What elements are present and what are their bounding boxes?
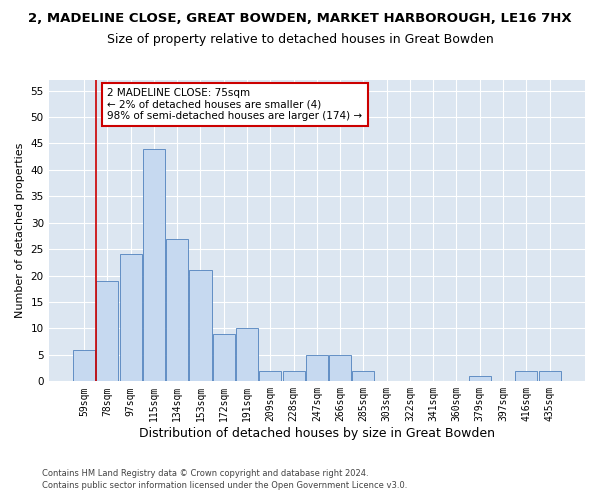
- Bar: [515, 371, 538, 382]
- Y-axis label: Number of detached properties: Number of detached properties: [15, 143, 25, 318]
- Bar: [469, 376, 491, 382]
- Bar: [539, 371, 560, 382]
- X-axis label: Distribution of detached houses by size in Great Bowden: Distribution of detached houses by size …: [139, 427, 495, 440]
- Bar: [236, 328, 258, 382]
- Text: Size of property relative to detached houses in Great Bowden: Size of property relative to detached ho…: [107, 32, 493, 46]
- Bar: [306, 355, 328, 382]
- Bar: [352, 371, 374, 382]
- Text: 2 MADELINE CLOSE: 75sqm
← 2% of detached houses are smaller (4)
98% of semi-deta: 2 MADELINE CLOSE: 75sqm ← 2% of detached…: [107, 88, 362, 121]
- Text: 2, MADELINE CLOSE, GREAT BOWDEN, MARKET HARBOROUGH, LE16 7HX: 2, MADELINE CLOSE, GREAT BOWDEN, MARKET …: [28, 12, 572, 26]
- Bar: [212, 334, 235, 382]
- Bar: [190, 270, 212, 382]
- Bar: [143, 148, 165, 382]
- Bar: [97, 281, 118, 382]
- Bar: [119, 254, 142, 382]
- Bar: [73, 350, 95, 382]
- Bar: [166, 238, 188, 382]
- Text: Contains HM Land Registry data © Crown copyright and database right 2024.: Contains HM Land Registry data © Crown c…: [42, 468, 368, 477]
- Bar: [283, 371, 305, 382]
- Text: Contains public sector information licensed under the Open Government Licence v3: Contains public sector information licen…: [42, 481, 407, 490]
- Bar: [259, 371, 281, 382]
- Bar: [329, 355, 351, 382]
